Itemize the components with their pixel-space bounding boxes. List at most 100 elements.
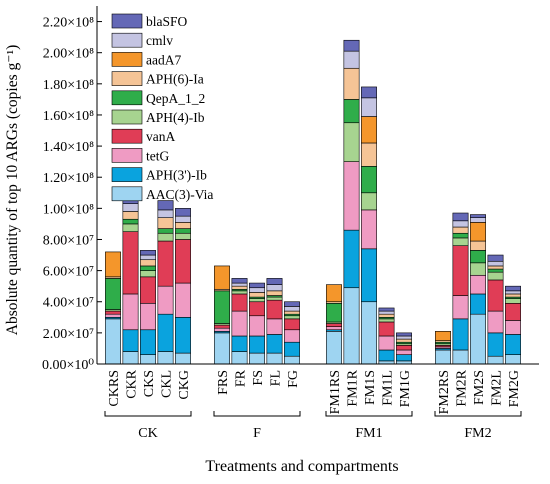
bar-segment-FG-4 xyxy=(284,315,300,320)
group-bracket-FM1 xyxy=(325,411,413,417)
bar-segment-FS-2 xyxy=(249,315,265,337)
bar-segment-CKL-4 xyxy=(157,232,174,242)
bar-segment-FS-1 xyxy=(249,335,265,354)
bar-segment-FM2L-1 xyxy=(487,332,504,357)
x-tick-label-FM1L: FM1L xyxy=(381,370,396,406)
bar-segment-CKL-1 xyxy=(157,313,174,352)
bar-segment-FR-9 xyxy=(231,278,248,284)
legend-swatch-aadA7 xyxy=(111,52,143,67)
legend-label-cmlv: cmlv xyxy=(146,33,173,48)
bar-segment-FM1L-8 xyxy=(378,310,395,315)
y-tick-label-0: 0.00×10⁰ xyxy=(42,358,94,373)
group-bracket-CK xyxy=(104,411,192,417)
bar-segment-FM2R-3 xyxy=(452,245,469,296)
bar-segment-FL-0 xyxy=(266,352,283,365)
bar-segment-FG-6 xyxy=(284,310,300,315)
legend-label-QepA_1_2: QepA_1_2 xyxy=(146,91,205,106)
bar-segment-FR-1 xyxy=(231,335,248,352)
bar-segment-FR-0 xyxy=(231,351,248,365)
bar-segment-FM2L-3 xyxy=(487,279,504,312)
bar-segment-FM2R-1 xyxy=(452,318,469,351)
bar-segment-FM1R-1 xyxy=(343,229,360,289)
bar-segment-FRS-0 xyxy=(214,332,230,365)
bar-segment-CKG-0 xyxy=(175,352,191,365)
bar-segment-FM2R-6 xyxy=(452,226,469,234)
bar-segment-CKRS-7 xyxy=(105,251,121,278)
bar-segment-FM2R-9 xyxy=(452,212,469,222)
legend-swatch-AAC(3)-Via xyxy=(111,186,143,202)
bar-segment-CKG-5 xyxy=(175,228,191,234)
bar-segment-CKRS-3 xyxy=(105,310,121,315)
bar-segment-FG-1 xyxy=(284,341,300,357)
x-tick-label-CKS: CKS xyxy=(142,370,157,397)
bar-segment-FG-9 xyxy=(284,301,300,307)
y-tick-label-11: 2.20×10⁸ xyxy=(43,16,94,31)
bar-segment-CKL-0 xyxy=(157,351,174,365)
bar-segment-FM1G-8 xyxy=(396,335,412,340)
bar-segment-CKR-8 xyxy=(122,203,139,212)
legend-label-AAC(3)-Via: AAC(3)-Via xyxy=(146,187,213,202)
bar-segment-FM2RS-7 xyxy=(435,331,451,341)
bar-segment-CKG-1 xyxy=(175,316,191,354)
legend-swatch-cmlv xyxy=(111,32,143,48)
bar-segment-FM2G-4 xyxy=(505,298,521,304)
bar-segment-FM2G-0 xyxy=(505,354,521,365)
bar-segment-FM1G-2 xyxy=(396,349,412,355)
bar-segment-FL-9 xyxy=(266,278,283,285)
bar-segment-FM1R-0 xyxy=(343,287,360,365)
bar-segment-FM1L-4 xyxy=(378,318,395,323)
group-label-CK: CK xyxy=(138,426,157,441)
group-label-FM2: FM2 xyxy=(464,426,491,441)
bars-layer xyxy=(105,39,521,365)
group-label-F: F xyxy=(253,426,261,441)
bar-segment-FM2S-0 xyxy=(470,313,486,365)
x-tick-label-CKL: CKL xyxy=(160,370,175,398)
bar-segment-CKL-9 xyxy=(157,200,174,211)
y-tick-label-7: 1.40×10⁸ xyxy=(43,140,94,155)
bar-segment-CKS-8 xyxy=(140,254,156,261)
bar-segment-FR-6 xyxy=(231,285,248,290)
bar-segment-CKR-5 xyxy=(122,218,139,225)
bar-segment-FM2S-6 xyxy=(470,240,486,251)
bar-segment-FRS-7 xyxy=(214,265,230,290)
bar-segment-CKRS-0 xyxy=(105,318,121,365)
bar-segment-CKL-5 xyxy=(157,228,174,234)
bar-segment-FS-0 xyxy=(249,352,265,365)
bar-segment-FM1G-1 xyxy=(396,354,412,362)
bar-segment-FL-6 xyxy=(266,290,283,296)
bar-segment-FS-8 xyxy=(249,287,265,293)
bar-segment-FL-8 xyxy=(266,284,283,292)
bar-segment-FM1R-5 xyxy=(343,99,360,124)
x-tick-label-FM2RS: FM2RS xyxy=(437,370,452,414)
legend: blaSFO cmlv aadA7 APH(6)-Ia QepA_1_2 APH(4)-I… xyxy=(111,13,213,202)
bar-segment-CKL-8 xyxy=(157,209,174,218)
bar-segment-CKG-3 xyxy=(175,239,191,284)
legend-label-blaSFO: blaSFO xyxy=(146,14,188,29)
legend-swatch-vanA xyxy=(111,128,143,144)
x-tick-label-FL: FL xyxy=(269,370,284,386)
bar-segment-FM2S-1 xyxy=(470,293,486,315)
bar-segment-FL-3 xyxy=(266,299,283,320)
x-tick-label-FM1S: FM1S xyxy=(363,370,378,405)
bar-segment-FM1S-6 xyxy=(361,142,377,167)
y-tick-label-8: 1.60×10⁸ xyxy=(43,109,94,124)
bar-segment-FM2RS-0 xyxy=(435,349,451,365)
legend-swatch-QepA_1_2 xyxy=(111,90,143,106)
bar-segment-FM1G-9 xyxy=(396,332,412,337)
bar-segment-FM2G-1 xyxy=(505,334,521,355)
bar-segment-FR-4 xyxy=(231,290,248,295)
bar-segment-FM1L-9 xyxy=(378,307,395,312)
bar-segment-FG-8 xyxy=(284,306,300,312)
x-tick-label-FRS: FRS xyxy=(216,370,231,395)
x-tick-label-FM2L: FM2L xyxy=(490,370,505,406)
bar-segment-FM1S-0 xyxy=(361,301,377,365)
bar-segment-FM1R-9 xyxy=(343,39,360,52)
bar-segment-FM1L-2 xyxy=(378,335,395,351)
bar-segment-FM1L-3 xyxy=(378,321,395,337)
bar-segment-FR-2 xyxy=(231,310,248,337)
bar-segment-CKS-0 xyxy=(140,354,156,365)
bar-segment-CKS-3 xyxy=(140,276,156,304)
bar-segment-FM1RS-0 xyxy=(326,331,342,365)
